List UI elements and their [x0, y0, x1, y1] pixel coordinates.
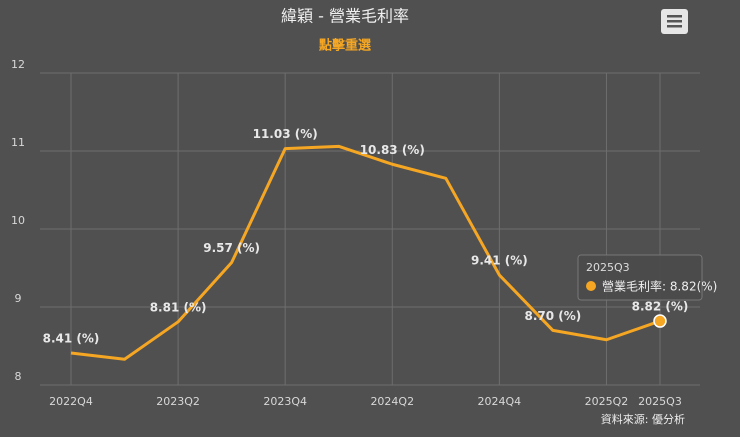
tooltip-box	[577, 254, 703, 301]
y-tick-label: 8	[15, 370, 22, 383]
line	[70, 144, 661, 361]
y-tick-label: 9	[15, 292, 22, 305]
tooltip-title: 2025Q3	[586, 261, 630, 274]
credit: 資料來源: 優分析	[601, 412, 685, 426]
x-tick-label: 2023Q2	[156, 395, 200, 408]
x-tick-label: 2025Q3	[638, 395, 682, 408]
y-tick-label: 10	[11, 214, 25, 227]
tooltip: 2025Q3 營業毛利率: 8.82(%)	[577, 254, 717, 301]
tooltip-text: 營業毛利率: 8.82(%)	[602, 279, 717, 294]
data-label: 9.57 (%)	[203, 241, 260, 255]
x-tick-label: 2024Q2	[370, 395, 414, 408]
data-label: 11.03 (%)	[253, 127, 318, 141]
y-tick-label: 12	[11, 58, 25, 71]
chart-subtitle[interactable]: 點擊重選	[319, 38, 371, 54]
data-label: 8.81 (%)	[150, 300, 207, 314]
y-tick-label: 11	[11, 136, 25, 149]
data-label: 9.41 (%)	[471, 254, 528, 268]
tooltip-marker	[586, 281, 596, 291]
data-label: 8.41 (%)	[43, 332, 100, 346]
data-label: 8.70 (%)	[525, 309, 582, 323]
x-tick-label: 2024Q4	[478, 395, 522, 408]
x-tick-label: 2022Q4	[49, 395, 93, 408]
data-label: 8.82 (%)	[632, 300, 689, 314]
x-tick-label: 2025Q2	[585, 395, 629, 408]
chart-title: 緯穎 - 營業毛利率	[281, 7, 409, 26]
data-label: 10.83 (%)	[360, 143, 425, 157]
menu-button[interactable]	[661, 9, 688, 34]
x-tick-label: 2023Q4	[263, 395, 307, 408]
highlight-point	[653, 314, 667, 328]
